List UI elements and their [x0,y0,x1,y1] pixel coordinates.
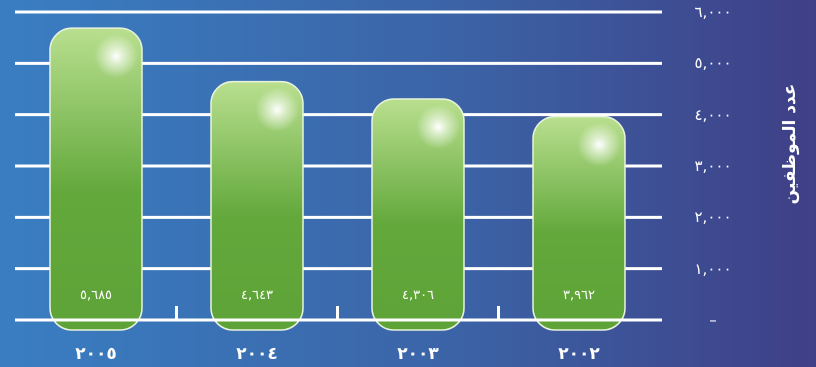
y-axis-label: عدد الموظفين [780,83,800,205]
bar [49,27,143,331]
x-tick-label: ٢٠٠٤ [236,344,278,364]
bar [532,115,626,331]
bar-value-label: ٣,٩٦٢ [562,288,596,303]
x-tick-label: ٢٠٠٣ [397,344,439,364]
y-tick-label: ٤,٠٠٠ [694,105,732,124]
bar-value-label: ٤,٦٤٣ [240,288,274,303]
bar [210,80,304,331]
bar-highlight [416,104,461,149]
bar-value-label: ٤,٣٠٦ [401,288,435,303]
bar-highlight [94,34,139,79]
bar-highlight [577,122,622,167]
bar-highlight [255,87,300,132]
y-tick-label: – [709,311,717,329]
y-tick-label: ٢,٠٠٠ [694,208,732,227]
bar-value-label: ٥,٦٨٥ [79,288,113,303]
y-tick-label: ١,٠٠٠ [694,259,732,278]
y-tick-label: ٥,٠٠٠ [694,54,732,73]
bar [371,98,465,331]
x-tick-label: ٢٠٠٥ [75,344,117,364]
y-tick-label: ٦,٠٠٠ [694,3,732,21]
y-tick-label: ٣,٠٠٠ [694,157,732,175]
bars [49,27,626,331]
x-tick-label: ٢٠٠٢ [558,344,600,364]
